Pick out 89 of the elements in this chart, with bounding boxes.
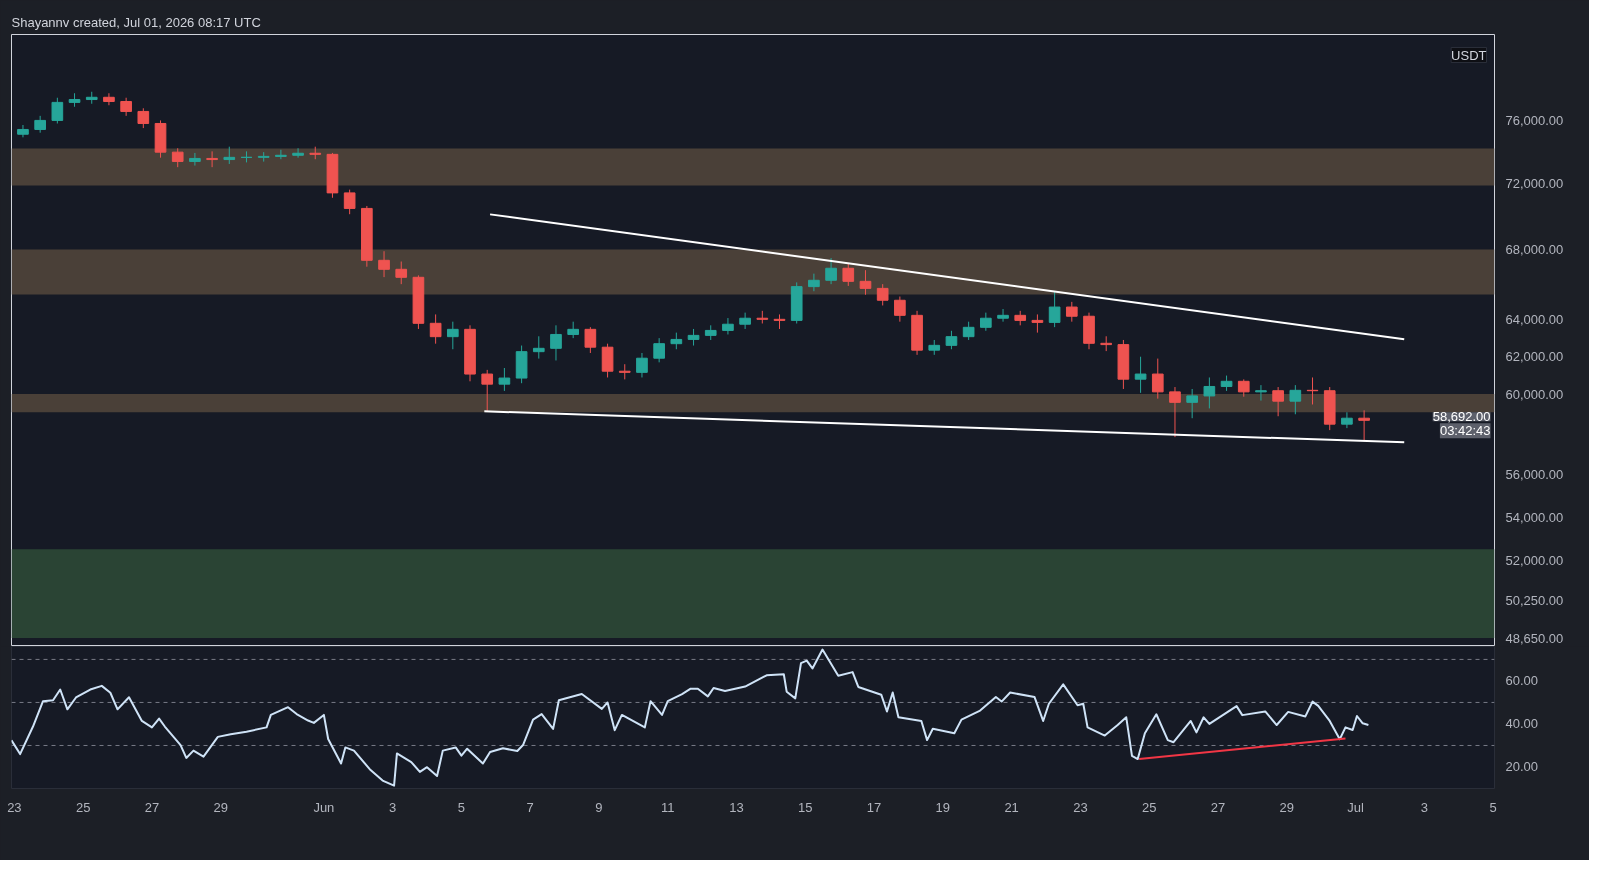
x-tick-label: 3 (389, 799, 397, 815)
candlestick (962, 321, 975, 341)
candlestick (137, 107, 150, 129)
candlestick (997, 308, 1009, 323)
candlestick (275, 149, 287, 160)
candlestick (378, 250, 390, 278)
candlestick (532, 335, 545, 360)
candlestick (429, 313, 442, 345)
candlestick (1203, 376, 1216, 409)
candlestick (739, 312, 751, 330)
candlestick (945, 330, 958, 350)
y-tick-label: 20.00 (1505, 759, 1539, 775)
candlestick (51, 97, 64, 124)
y-tick-label: 60,000.00 (1505, 387, 1564, 403)
annotation: USDT (1451, 47, 1487, 63)
candlestick (1169, 386, 1181, 438)
x-tick-label: 9 (595, 799, 603, 815)
y-tick-label: 64,000.00 (1505, 312, 1564, 328)
x-tick-label: 15 (798, 799, 813, 815)
candlestick (1065, 301, 1078, 323)
y-tick-label: 48,650.00 (1505, 630, 1564, 646)
x-tick-label: 17 (866, 799, 882, 815)
y-tick-label: 54,000.00 (1505, 509, 1564, 525)
candlestick (1048, 291, 1061, 328)
candlestick (240, 150, 253, 163)
y-tick-label: 72,000.00 (1505, 175, 1564, 191)
x-tick-label: 23 (1073, 799, 1088, 815)
y-tick-label: 68,000.00 (1505, 242, 1564, 257)
x-tick-label: 27 (1210, 799, 1226, 815)
candlestick (636, 352, 648, 378)
x-tick-label: 25 (1141, 799, 1157, 815)
candlestick (189, 152, 201, 167)
y-tick-label: 40.00 (1505, 716, 1539, 732)
candlestick (395, 261, 408, 285)
annotation: 03:42:43 (1439, 423, 1491, 439)
x-tick-label: 13 (729, 799, 744, 815)
x-tick-label: 25 (75, 799, 91, 815)
y-tick-label: 52,000.00 (1505, 553, 1564, 569)
y-tick-label: 76,000.00 (1505, 112, 1564, 128)
x-tick-label: 29 (213, 799, 228, 815)
candlestick (1031, 313, 1044, 334)
annotation: 58,692.00 (1432, 409, 1491, 425)
x-tick-label: 29 (1279, 799, 1294, 815)
candlestick (1341, 411, 1353, 429)
y-tick-label: 56,000.00 (1505, 467, 1564, 483)
x-tick-label: 27 (144, 799, 160, 815)
candlestick (171, 147, 184, 168)
candlestick (103, 92, 115, 106)
candlestick (722, 317, 734, 335)
x-tick-label: 19 (935, 799, 951, 815)
candlestick (584, 326, 597, 354)
candlestick (1151, 358, 1164, 400)
candlestick (17, 124, 29, 138)
x-tick-label: Jul (1347, 799, 1364, 815)
candlestick (894, 296, 906, 323)
x-tick-label: 5 (1489, 799, 1497, 815)
x-tick-label: 7 (526, 799, 534, 815)
x-tick-label: 5 (457, 799, 466, 815)
x-tick-label: 3 (1420, 799, 1428, 815)
line-series (11, 648, 1370, 787)
candlestick (842, 262, 855, 287)
candlestick (1358, 409, 1370, 442)
candlestick (292, 147, 304, 159)
candlestick (980, 312, 992, 332)
candlestick (481, 369, 494, 412)
candlestick (1134, 356, 1147, 394)
candlestick (808, 273, 820, 292)
x-tick-label: Jun (313, 799, 335, 815)
y-tick-label: 50,250.00 (1505, 593, 1564, 609)
candlestick (1186, 388, 1198, 419)
x-tick-label: 21 (1004, 799, 1019, 815)
candlestick (1272, 386, 1284, 417)
candlestick (1289, 384, 1302, 415)
y-tick-label: 60.00 (1505, 673, 1539, 689)
candlestick (498, 367, 511, 392)
y-tick-label: 62,000.00 (1505, 349, 1564, 365)
candlestick (876, 283, 889, 306)
x-tick-label: 11 (661, 799, 675, 815)
candlestick (653, 337, 665, 363)
x-tick-label: 23 (7, 799, 22, 815)
candlestick (1255, 384, 1267, 402)
candlestick (120, 97, 132, 117)
chart-title: Shayannv created, Jul 01, 2026 08:17 UTC (11, 14, 261, 30)
candlestick (343, 189, 356, 215)
candlestick (206, 150, 218, 168)
candlestick (825, 257, 837, 285)
candlestick (550, 324, 562, 361)
candlestick (859, 269, 872, 296)
candlestick (446, 321, 459, 350)
